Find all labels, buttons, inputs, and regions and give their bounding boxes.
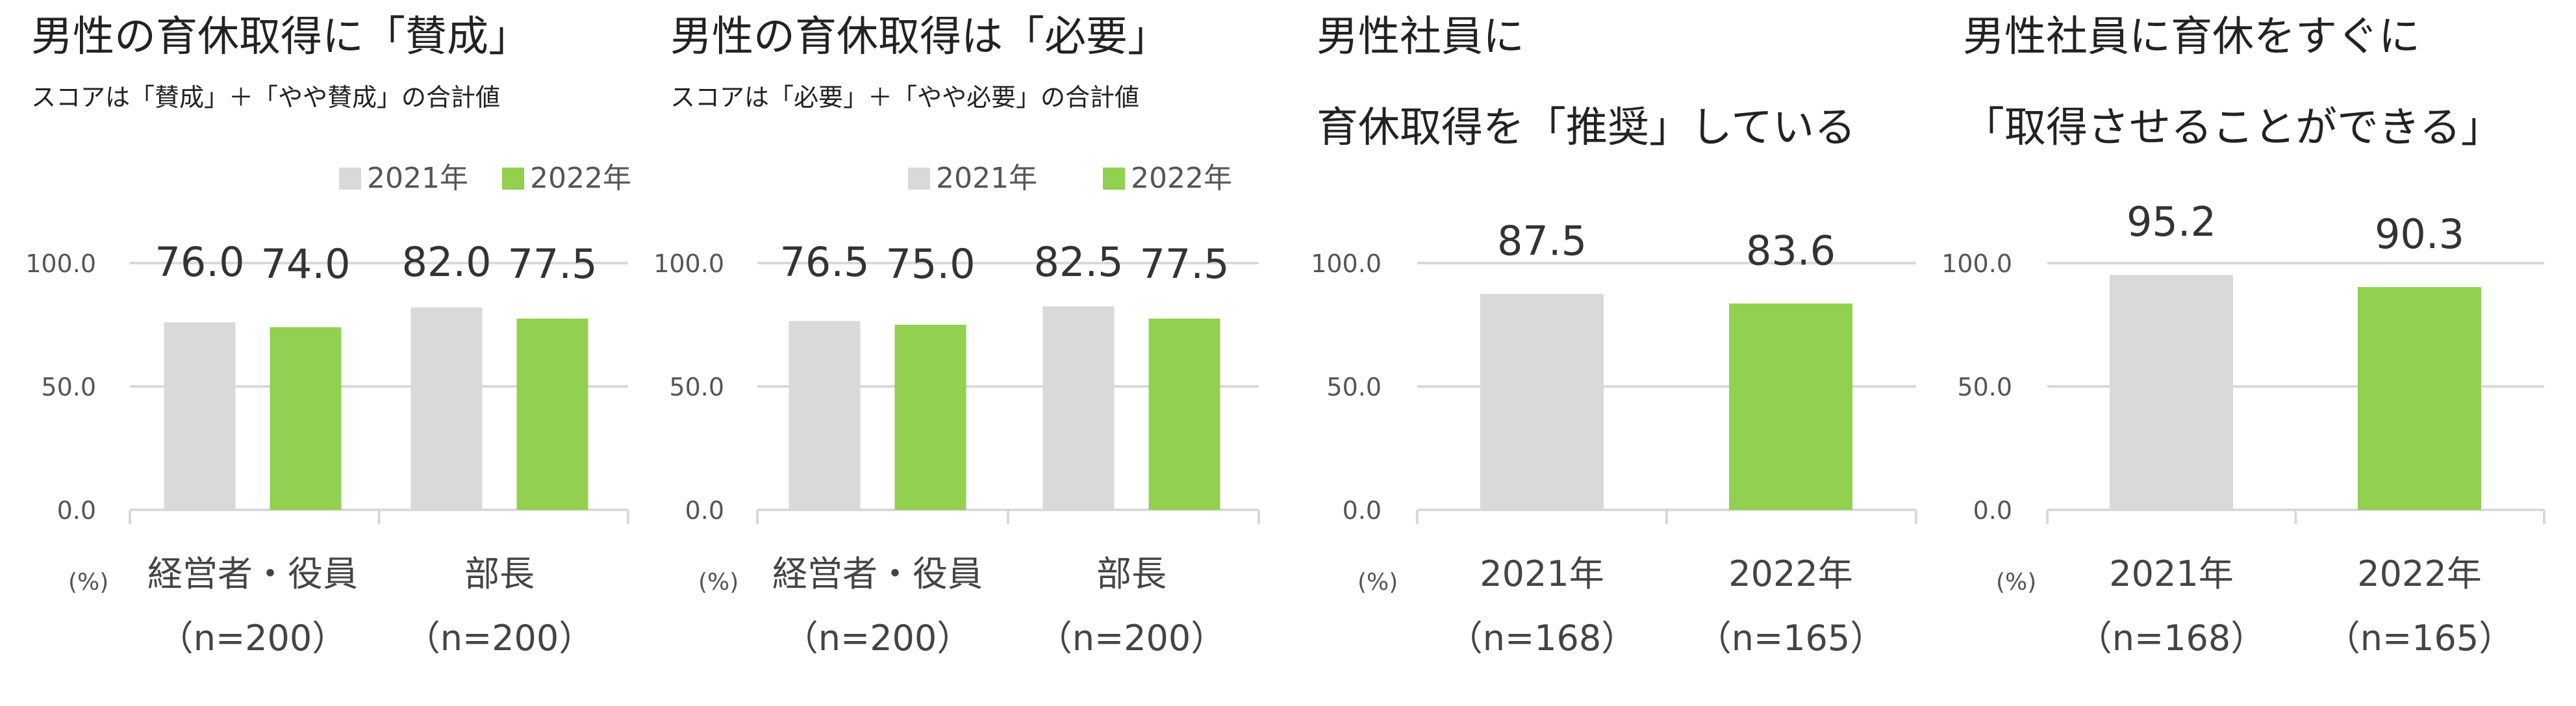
value-label: 77.5 (1139, 240, 1229, 288)
category-n-label: （n=200） (1037, 618, 1226, 659)
category-label: 2021年 (2109, 553, 2233, 594)
category-label: 2021年 (1480, 553, 1604, 594)
legend-swatch (1103, 168, 1125, 190)
chart-title-line: 男性の育休取得は「必要」 (670, 13, 1169, 61)
bar (789, 321, 861, 510)
bar (1729, 303, 1852, 510)
legend-label: 2021年 (936, 162, 1037, 195)
category-label: 経営者・役員 (147, 553, 358, 594)
category-label: 経営者・役員 (772, 553, 983, 594)
value-label: 83.6 (1746, 227, 1836, 274)
category-n-label: （n=200） (783, 618, 972, 659)
value-label: 75.0 (885, 240, 975, 288)
bar (2358, 286, 2481, 510)
y-tick-label: 100.0 (25, 249, 96, 278)
value-label: 77.5 (507, 240, 597, 288)
chart-title-line: 育休取得を「推奨」している (1317, 104, 1856, 152)
legend-swatch (339, 168, 361, 190)
category-n-label: （n=165） (1697, 618, 1886, 659)
legend-label: 2022年 (1131, 162, 1232, 195)
y-tick-label: 0.0 (1973, 496, 2012, 525)
category-n-label: （n=200） (158, 618, 347, 659)
bar (894, 325, 966, 510)
category-label: 部長 (464, 553, 535, 594)
bar (1042, 306, 1115, 510)
chart-subtitle: スコアは「賛成」＋「やや賛成」の合計値 (31, 83, 500, 112)
y-tick-label: 100.0 (653, 249, 724, 278)
category-n-label: （n=168） (1448, 618, 1637, 659)
unit-label: (%) (1357, 569, 1398, 596)
y-tick-label: 50.0 (1957, 373, 2012, 401)
value-label: 87.5 (1497, 218, 1587, 265)
bar (410, 307, 483, 510)
y-tick-label: 50.0 (1326, 373, 1382, 401)
y-tick-label: 100.0 (1311, 249, 1382, 278)
bar (1148, 318, 1220, 510)
bar (164, 322, 236, 510)
legend-swatch (908, 168, 930, 190)
unit-label: (%) (1996, 569, 2036, 596)
chart-subtitle: スコアは「必要」＋「やや必要」の合計値 (670, 83, 1139, 112)
bar (1480, 294, 1604, 510)
value-label: 82.5 (1033, 238, 1123, 286)
legend-label: 2022年 (530, 162, 631, 195)
y-tick-label: 0.0 (685, 496, 724, 525)
chart-title-line: 「取得させることができる」 (1963, 104, 2503, 152)
chart-title-line: 男性社員に育休をすぐに (1963, 13, 2420, 61)
legend-label: 2021年 (367, 162, 468, 195)
category-n-label: （n=168） (2077, 618, 2266, 659)
y-tick-label: 100.0 (1941, 249, 2012, 278)
value-label: 95.2 (2127, 198, 2216, 246)
value-label: 82.0 (401, 238, 491, 286)
unit-label: (%) (698, 569, 739, 596)
category-label: 2022年 (2357, 553, 2481, 594)
bar (270, 327, 342, 510)
chart-title-line: 男性の育休取得に「賛成」 (31, 13, 530, 61)
y-tick-label: 50.0 (41, 373, 96, 401)
bar (2110, 275, 2233, 510)
category-n-label: （n=200） (405, 618, 594, 659)
category-n-label: （n=165） (2325, 618, 2514, 659)
y-tick-label: 50.0 (669, 373, 724, 401)
bar (516, 318, 588, 510)
unit-label: (%) (68, 569, 108, 596)
y-tick-label: 0.0 (57, 496, 96, 525)
value-label: 76.0 (155, 238, 244, 286)
value-label: 90.3 (2375, 210, 2464, 258)
category-label: 2022年 (1728, 553, 1852, 594)
y-tick-label: 0.0 (1343, 496, 1382, 525)
value-label: 74.0 (260, 240, 350, 288)
category-label: 部長 (1096, 553, 1167, 594)
legend-swatch (502, 168, 524, 190)
value-label: 76.5 (779, 238, 869, 286)
chart-title-line: 男性社員に (1317, 13, 1524, 61)
